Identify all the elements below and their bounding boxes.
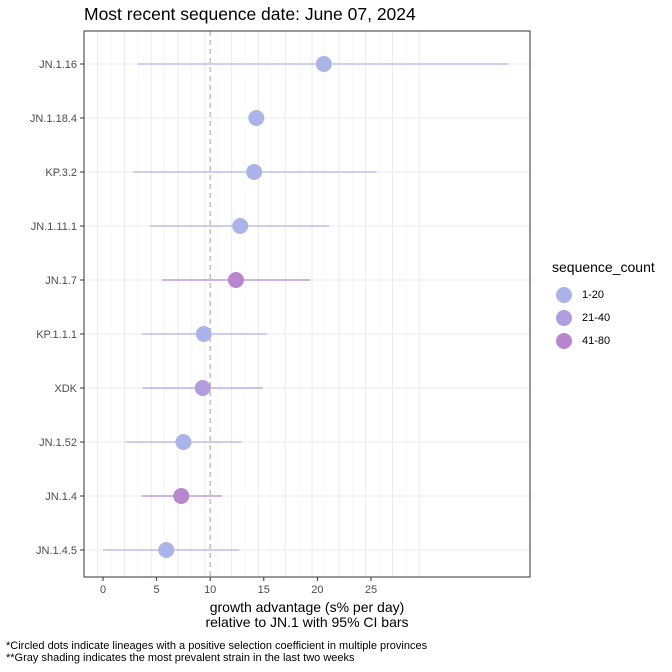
x-tick-label: 0 (100, 584, 106, 596)
y-tick-label: XDK (54, 383, 77, 395)
plot-background (84, 31, 530, 577)
data-point (227, 272, 244, 288)
x-tick-label: 20 (311, 584, 323, 596)
x-axis-label-line1: growth advantage (s% per day) (209, 599, 405, 615)
legend-label: 1-20 (582, 288, 605, 301)
data-point (175, 434, 192, 450)
y-tick-label: JN.1.18.4 (30, 113, 77, 125)
data-point (173, 488, 190, 504)
legend-title: sequence_count (552, 259, 655, 275)
legend-label: 41-80 (582, 334, 611, 347)
footnote-circled-dots: *Circled dots indicate lineages with a p… (6, 640, 428, 652)
plot-border (83, 30, 531, 578)
chart-title: Most recent sequence date: June 07, 2024 (84, 4, 416, 24)
y-tick-label: JN.1.7 (45, 275, 77, 287)
y-tick-label: KP.3.2 (45, 167, 77, 179)
y-tick-label: JN.1.4.5 (36, 545, 77, 557)
legend-item-2: 21-40 (552, 306, 655, 329)
data-point (246, 164, 263, 180)
y-tick-label: JN.1.52 (39, 437, 77, 449)
plot-area: JN.1.16 JN.1.18.4 KP.3.2 JN.1.11.1 JN.1.7 KP.… (30, 30, 531, 596)
legend-swatch (556, 286, 572, 303)
legend: sequence_count 1-20 21-40 41-80 (552, 259, 655, 352)
data-point (158, 542, 175, 558)
y-tick-label: JN.1.4 (45, 491, 77, 503)
footnote-gray-shading: **Gray shading indicates the most preval… (6, 652, 355, 664)
x-tick-label: 15 (258, 584, 270, 596)
x-tick-label: 25 (365, 584, 377, 596)
legend-label: 21-40 (582, 311, 611, 324)
data-point (194, 380, 211, 396)
data-point (232, 218, 249, 234)
legend-swatch (556, 309, 572, 326)
legend-item-1: 1-20 (552, 283, 655, 306)
data-point (315, 56, 332, 72)
legend-item-3: 41-80 (552, 329, 655, 352)
x-axis-label-line2: relative to JN.1 with 95% CI bars (205, 614, 409, 630)
legend-swatch (556, 332, 572, 349)
data-point (248, 110, 265, 126)
y-tick-label: JN.1.11.1 (31, 221, 77, 233)
y-tick-label: JN.1.16 (39, 59, 77, 71)
x-tick-label: 10 (204, 584, 216, 596)
data-point (195, 326, 212, 342)
x-tick-label: 5 (154, 584, 160, 596)
y-tick-label: KP.1.1.1 (36, 329, 77, 341)
